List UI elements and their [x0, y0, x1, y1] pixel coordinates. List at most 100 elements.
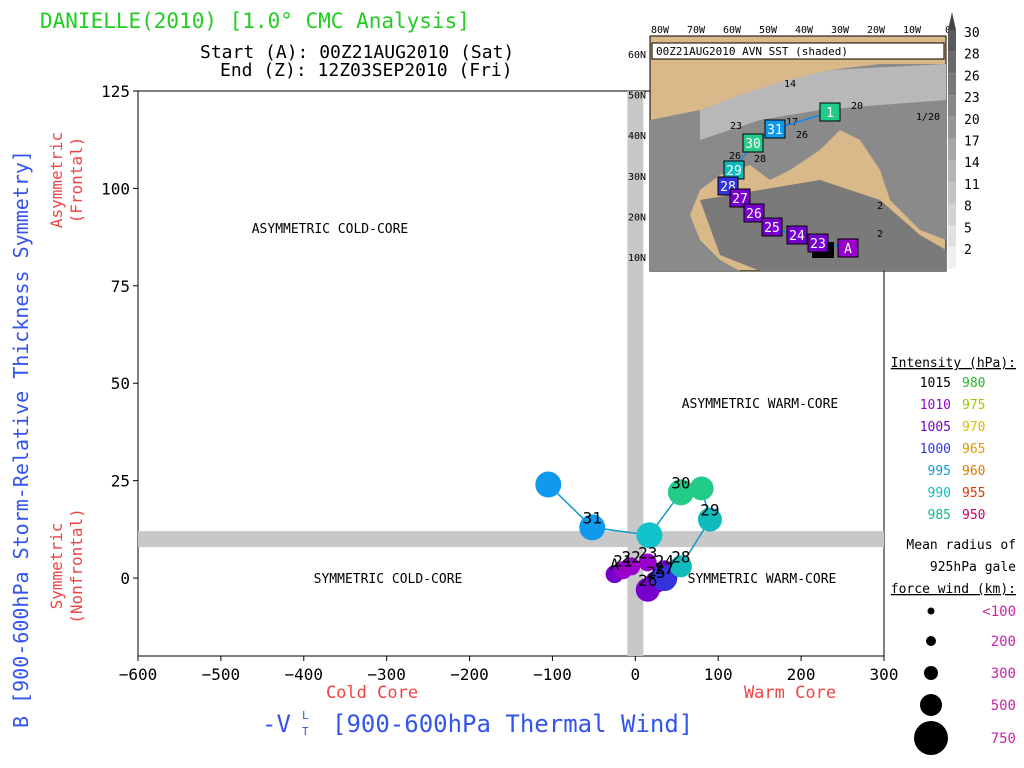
- intensity-title: Intensity (hPa):: [891, 356, 1016, 371]
- x-tick-label: −200: [450, 665, 489, 684]
- x-tick-label: 300: [870, 665, 899, 684]
- radius-dot: [924, 666, 938, 680]
- inset-title: 00Z21AUG2010 AVN SST (shaded): [656, 45, 848, 58]
- inset-lon-label: 60W: [723, 25, 742, 36]
- y-tick-label: 100: [101, 179, 130, 198]
- inset-lon-label: 70W: [687, 25, 706, 36]
- quadrant-sym-warm: SYMMETRIC WARM-CORE: [688, 572, 837, 587]
- intensity-right: 975: [962, 398, 985, 413]
- colorbar-label: 5: [964, 221, 972, 236]
- intensity-left: 1010: [920, 398, 951, 413]
- x-axis-label-rest: [900-600hPa Thermal Wind]: [332, 710, 693, 738]
- colorbar-swatch: [948, 225, 956, 247]
- colorbar-swatch: [948, 247, 956, 269]
- x-tick-label: −100: [533, 665, 572, 684]
- inset-lat-label: 10N: [628, 253, 646, 264]
- intensity-right: 970: [962, 420, 985, 435]
- inset-track-label: 30: [745, 137, 761, 152]
- inset-track-label: 1: [826, 106, 834, 121]
- inset-lon-label: 40W: [795, 25, 814, 36]
- track-point: [669, 555, 692, 578]
- y-annot-sym-1: Symmetric: [47, 523, 66, 610]
- colorbar-swatch: [948, 30, 956, 52]
- colorbar-swatch: [948, 116, 956, 139]
- intensity-left: 1000: [920, 442, 951, 457]
- inset-lon-labels: 80W70W60W50W40W30W20W10W0: [651, 25, 951, 36]
- inset-map: 00Z21AUG2010 AVN SST (shaded) 80W 70W 60W 5…: [628, 12, 980, 272]
- inset-track-label: 23: [810, 237, 826, 252]
- radius-title-1: Mean radius of: [906, 538, 1016, 553]
- inset-sst-label: 2: [877, 229, 883, 240]
- inset-track-box: [764, 119, 786, 139]
- inset-track-label: 31: [767, 123, 783, 138]
- track-point: [579, 514, 606, 541]
- colorbar-label: 23: [964, 91, 980, 106]
- radius-dot: [926, 636, 936, 646]
- inset-track-box: [729, 188, 751, 208]
- colorbar-label: 11: [964, 178, 980, 193]
- inset-lon-label: 50W: [759, 25, 778, 36]
- y-annot-asym-1: Asymmetric: [47, 132, 66, 228]
- inset-track-label: 24: [789, 229, 805, 244]
- x-axis-label: -V L T [900-600hPa Thermal Wind]: [262, 709, 693, 738]
- track-point-label: 30: [671, 473, 690, 492]
- radius-dot: [914, 721, 948, 755]
- intensity-left: 1005: [920, 420, 951, 435]
- track-point: [638, 553, 657, 572]
- inset-sst-label: 1/20: [916, 112, 940, 123]
- colorbar-swatch: [948, 51, 956, 74]
- track-point: [667, 479, 694, 506]
- x-axis-label-L: L: [302, 709, 309, 722]
- inset-track-label: 27: [732, 192, 748, 207]
- quadrant-asym-warm: ASYMMETRIC WARM-CORE: [682, 397, 839, 412]
- radius-label: 300: [991, 666, 1016, 682]
- inset-sst-label: 28: [754, 154, 766, 165]
- chart-title: DANIELLE(2010) [1.0° CMC Analysis]: [40, 9, 470, 33]
- colorbar-swatch: [948, 203, 956, 226]
- track-point-label: 25: [646, 563, 665, 582]
- radius-dot: [927, 607, 935, 615]
- y-ticks: 0 25 50 75 100 125: [101, 82, 138, 588]
- colorbar-label: 2: [964, 243, 972, 258]
- inset-lat-label: 40N: [628, 131, 646, 142]
- colorbar-swatch: [948, 138, 956, 161]
- inset-track-box: [761, 217, 783, 237]
- inset-track-label: 25: [764, 221, 780, 236]
- quadrant-sym-cold: SYMMETRIC COLD-CORE: [314, 572, 463, 587]
- track-point: [535, 471, 562, 498]
- track-point-label: 26: [638, 571, 657, 590]
- colorbar-label: 17: [964, 135, 980, 150]
- inset-track-box: [837, 238, 859, 258]
- inset-title-box: [651, 42, 945, 60]
- inset-lat-label: 50N: [628, 91, 646, 102]
- colorbar-label: 8: [964, 200, 972, 215]
- colorbar-swatch: [948, 160, 956, 182]
- intensity-right: 955: [962, 486, 985, 501]
- track-point-label: 22: [622, 547, 641, 566]
- radius-label: 500: [991, 698, 1016, 714]
- intensity-left: 985: [928, 508, 951, 523]
- inset-track-box: [786, 225, 808, 245]
- x-tick-label: −600: [119, 665, 158, 684]
- y-tick-label: 75: [111, 277, 130, 296]
- x-tick-label: −500: [202, 665, 241, 684]
- inset-cool-sst: [700, 64, 946, 140]
- inset-warm-sst: [700, 180, 946, 271]
- colorbar-label: 14: [964, 156, 980, 171]
- inset-sst-label: 17: [786, 117, 798, 128]
- intensity-right: 965: [962, 442, 985, 457]
- intensity-right: 980: [962, 376, 985, 391]
- y-tick-label: 125: [101, 82, 130, 101]
- x-ticks: −600 −500 −400 −300 −200 −100 0 100 200 300: [119, 656, 899, 684]
- track-point-label: 27: [655, 559, 674, 578]
- intensity-left: 990: [928, 486, 951, 501]
- inset-sst-label: 23: [730, 121, 742, 132]
- track-point-label: 29: [700, 501, 719, 520]
- colorbar-arrow: [948, 12, 956, 30]
- inset-lat-label: 60N: [628, 50, 646, 61]
- track-point: [636, 522, 663, 549]
- track-point: [622, 557, 641, 576]
